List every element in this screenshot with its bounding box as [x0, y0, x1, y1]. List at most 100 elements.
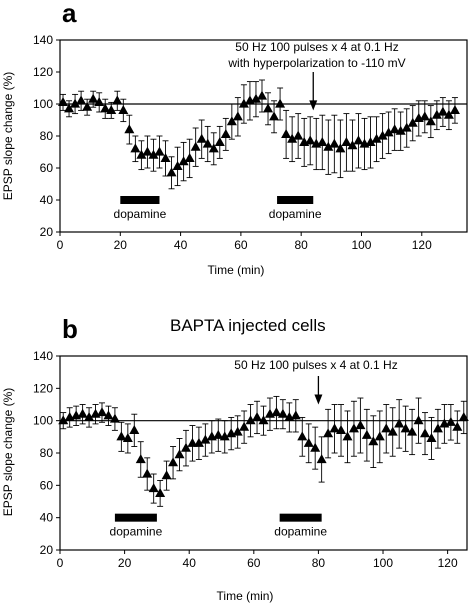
panel-a-data-point	[226, 116, 237, 126]
panel-a-data-point	[220, 129, 231, 138]
panel-b-y-tick-label: 60	[40, 478, 54, 492]
panel-a-data-point	[124, 124, 135, 134]
panel-a-data-point	[184, 153, 195, 162]
panel-a-data-point	[431, 109, 442, 119]
panel-a-data-point	[329, 138, 340, 148]
panel-a-data-point	[76, 95, 87, 105]
panel-b-x-tick-label: 0	[57, 556, 64, 570]
panel-a-data-point	[443, 109, 454, 119]
panel-a-data-point	[88, 93, 99, 103]
panel-b-y-tick-label: 80	[40, 446, 54, 460]
panel-a-data-point	[293, 130, 304, 140]
panel-b-data-point	[84, 412, 95, 422]
panel-a-x-tick-label: 20	[114, 238, 128, 252]
panel-a-data-point	[214, 137, 225, 146]
panel-b-dopamine-label: dopamine	[110, 525, 163, 539]
panel-a-data-point	[335, 143, 346, 153]
panel-a-data-point	[166, 167, 177, 177]
panel-a-data-point	[94, 97, 105, 106]
panel-b-data-point	[245, 415, 256, 425]
panel-a-data-point	[275, 98, 286, 108]
panel-a-data-point	[58, 97, 69, 106]
panel-b-data-point	[219, 431, 230, 441]
panel-b-dopamine-bar	[114, 513, 157, 522]
panel-a-data-point	[190, 141, 201, 151]
panel-a-data-point	[389, 124, 400, 134]
panel-a-data-point	[202, 138, 213, 148]
panel-a-data-point	[425, 116, 436, 126]
panel-b-data-point	[445, 416, 456, 426]
panel-b-data-point	[129, 424, 140, 434]
panel-b-data-point	[297, 431, 308, 441]
panel-b-y-tick-label: 120	[33, 381, 53, 395]
panel-b-y-tick-label: 20	[40, 543, 54, 557]
panel-a-data-point	[70, 98, 81, 108]
panel-a-data-point	[287, 133, 298, 143]
panel-a-data-point	[437, 106, 448, 116]
panel-b-x-axis-title: Time (min)	[217, 589, 274, 603]
panel-a-x-tick-label: 120	[412, 238, 432, 252]
panel-a-arrow-head	[309, 100, 318, 111]
panel-b-y-axis-title: EPSP slope change (%)	[1, 388, 15, 517]
panel-a-data-point	[100, 103, 111, 113]
panel-a-letter: a	[62, 0, 77, 28]
panel-b-data-point	[374, 431, 385, 441]
panel-b-x-tick-label: 60	[247, 556, 261, 570]
panel-a-data-point	[154, 146, 165, 156]
panel-a-y-tick-label: 100	[33, 97, 53, 111]
panel-a-data-point	[130, 143, 141, 153]
panel-a-y-tick-label: 20	[40, 225, 54, 239]
panel-b-data-point	[407, 426, 418, 436]
panel-b-x-tick-label: 120	[438, 556, 458, 570]
panel-b-dopamine-bar	[279, 513, 322, 522]
panel-b-data-point	[142, 468, 153, 478]
panel-a-annotation-line-2: with hyperpolarization to -110 mV	[227, 56, 405, 70]
panel-b-data-point	[361, 429, 372, 439]
panel-b-y-tick-label: 100	[33, 414, 53, 428]
panel-b-data-point	[213, 429, 224, 439]
panel-b-x-tick-label: 100	[373, 556, 393, 570]
panel-a-data-point	[449, 105, 460, 114]
panel-a-data-point	[347, 140, 358, 150]
panel-b-data-point	[174, 449, 185, 459]
panel-a-data-point	[323, 141, 334, 151]
panel-a-data-point	[305, 135, 316, 145]
panel-a-x-tick-label: 80	[295, 238, 309, 252]
panel-b-x-tick-label: 80	[312, 556, 326, 570]
panel-b-dopamine-label: dopamine	[274, 525, 327, 539]
panel-b-y-tick-label: 40	[40, 511, 54, 525]
panel-a-annotation-line-1: 50 Hz 100 pulses x 4 at 0.1 Hz	[235, 40, 398, 54]
panel-b-data-point	[348, 423, 359, 433]
panel-a-y-tick-label: 80	[40, 129, 54, 143]
panel-a-data-point	[112, 95, 123, 105]
panel-a-data-point	[401, 122, 412, 132]
panel-b-data-point	[58, 415, 69, 425]
panel-a-data-point	[341, 137, 352, 146]
panel-a-data-point	[407, 117, 418, 127]
panel-b-data-point	[329, 423, 340, 433]
panel-a-y-tick-label: 40	[40, 193, 54, 207]
panel-a-data-point	[160, 153, 171, 162]
panel-a-data-point	[256, 90, 267, 100]
panel-b-data-point	[310, 442, 321, 452]
panel-b-data-point	[303, 437, 314, 447]
panel-a-data-point	[196, 133, 207, 143]
panel-a-data-point	[365, 137, 376, 146]
panel-b-data-point	[252, 412, 263, 422]
panel-b-data-point	[239, 421, 250, 431]
panel-a-data-point	[250, 93, 261, 103]
panel-a-data-point	[106, 105, 117, 114]
panel-b-data-point	[232, 426, 243, 436]
panel-b-data-point	[161, 470, 172, 480]
panel-a-data-point	[383, 127, 394, 137]
panel-a-data-point	[232, 111, 243, 121]
panel-a-data-point	[64, 103, 75, 113]
panel-a-data-point	[136, 149, 147, 159]
panel-b-data-point	[387, 426, 398, 436]
panel-b-x-tick-label: 40	[183, 556, 197, 570]
panel-a-data-point	[148, 149, 159, 159]
panel-b-data-point	[316, 454, 327, 464]
panel-a-x-tick-label: 100	[351, 238, 371, 252]
panel-a-y-tick-label: 140	[33, 33, 53, 47]
